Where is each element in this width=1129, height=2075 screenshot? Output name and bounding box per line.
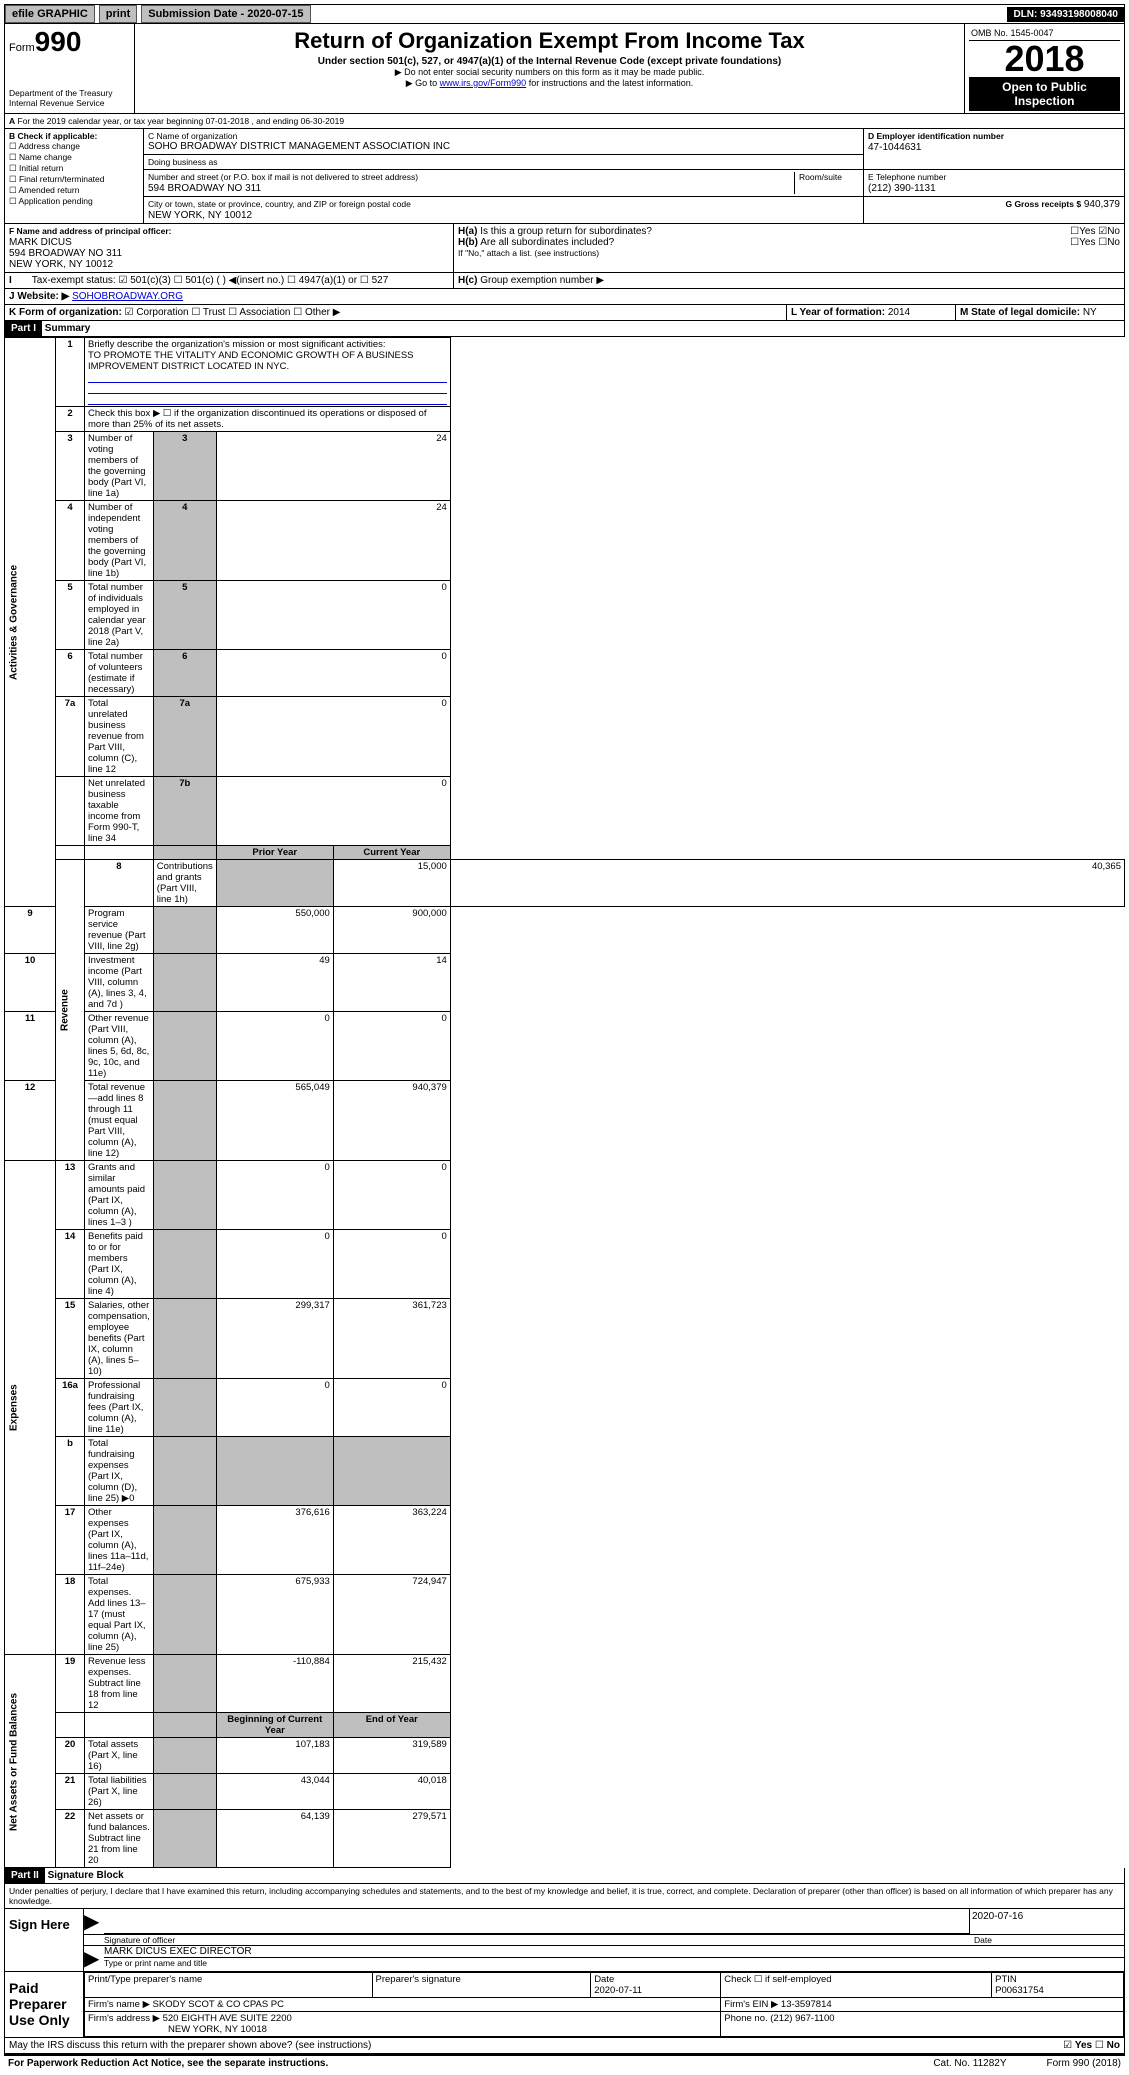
part1-title: Summary	[45, 323, 91, 334]
paid-block: Paid Preparer Use Only Print/Type prepar…	[4, 1972, 1125, 2038]
chk-amended[interactable]: ☐ Amended return	[9, 185, 79, 195]
part1-hdr: Part I Summary	[4, 321, 1125, 337]
C-city-lbl: City or town, state or province, country…	[148, 199, 411, 209]
dept: Department of the Treasury	[9, 88, 130, 98]
note1: ▶ Do not enter social security numbers o…	[139, 67, 960, 78]
C-addr-lbl: Number and street (or P.O. box if mail i…	[148, 172, 418, 182]
sign-block: Sign Here ▶2020-07-16 Signature of offic…	[4, 1909, 1125, 1972]
Hc: H(c)	[458, 275, 477, 286]
A-txt2: , and ending 06-30-2019	[251, 116, 344, 126]
B-hdr: B Check if applicable:	[9, 131, 97, 141]
M-val: NY	[1083, 307, 1097, 318]
C-city: NEW YORK, NY 10012	[148, 210, 252, 221]
L-val: 2014	[888, 307, 910, 318]
line-A: A For the 2019 calendar year, or tax yea…	[4, 114, 1125, 129]
G-val: 940,379	[1084, 199, 1120, 210]
sign-here: Sign Here	[5, 1909, 84, 1971]
cat: Cat. No. 11282Y	[933, 2058, 1006, 2069]
block-FH: F Name and address of principal officer:…	[4, 224, 1125, 273]
chk-pending[interactable]: ☐ Application pending	[9, 196, 93, 206]
line-J: J Website: ▶ SOHOBROADWAY.ORG	[4, 289, 1125, 305]
F-name: MARK DICUS	[9, 237, 72, 248]
discuss-row: May the IRS discuss this return with the…	[4, 2038, 1125, 2054]
pra: For Paperwork Reduction Act Notice, see …	[8, 2058, 933, 2069]
part2-title: Signature Block	[48, 1870, 124, 1881]
sig-lbl: Signature of officer	[104, 1935, 974, 1945]
subdate-btn: Submission Date - 2020-07-15	[141, 5, 310, 23]
website-link[interactable]: SOHOBROADWAY.ORG	[72, 291, 183, 302]
footer: For Paperwork Reduction Act Notice, see …	[4, 2054, 1125, 2071]
part2-lbl: Part II	[5, 1868, 45, 1883]
G-lbl: G Gross receipts $	[1005, 199, 1081, 209]
print-btn[interactable]: print	[99, 5, 137, 23]
l1-t: Briefly describe the organization's miss…	[88, 339, 386, 350]
efile-btn[interactable]: efile GRAPHIC	[5, 5, 95, 23]
tax-year: 2018	[969, 41, 1120, 77]
line-I: ITax-exempt status: ☑ 501(c)(3) ☐ 501(c)…	[4, 273, 1125, 289]
open: Open to Public	[1002, 80, 1087, 94]
Ha-txt: Is this a group return for subordinates?	[480, 226, 652, 237]
topbar: efile GRAPHIC print Submission Date - 20…	[4, 4, 1125, 24]
paid-lbl: Paid Preparer Use Only	[5, 1972, 84, 2037]
date-lbl: Date	[974, 1935, 1124, 1945]
Hb-note: If "No," attach a list. (see instruction…	[458, 248, 1120, 258]
Hc-txt: Group exemption number ▶	[480, 275, 604, 286]
M-lbl: M State of legal domicile:	[960, 307, 1080, 318]
Ha: H(a)	[458, 226, 477, 237]
E-val: (212) 390-1131	[868, 183, 936, 194]
F-lbl: F Name and address of principal officer:	[9, 226, 171, 236]
J-lbl: Website: ▶	[17, 291, 69, 302]
chk-namechange[interactable]: ☐ Name change	[9, 152, 72, 162]
form-num: 990	[35, 26, 82, 57]
form-header: Form990 Department of the Treasury Inter…	[4, 24, 1125, 114]
I-lbl: Tax-exempt status:	[32, 275, 116, 286]
rev-vert: Revenue	[56, 860, 85, 1161]
note2b: for instructions and the latest informat…	[529, 78, 694, 88]
line-KLM: K Form of organization: ☑ Corporation ☐ …	[4, 305, 1125, 321]
C-addr: 594 BROADWAY NO 311	[148, 183, 261, 194]
dln: DLN: 93493198008040	[1007, 7, 1124, 22]
E-lbl: E Telephone number	[868, 172, 946, 182]
form-link[interactable]: www.irs.gov/Form990	[440, 78, 527, 88]
inspect: Inspection	[1014, 94, 1074, 108]
exp-vert: Expenses	[5, 1161, 56, 1655]
part2-hdr: Part II Signature Block	[4, 1868, 1125, 1884]
l2: Check this box ▶ ☐ if the organization d…	[85, 407, 451, 432]
C-lbl: C Name of organization	[148, 131, 859, 141]
L-lbl: L Year of formation:	[791, 307, 885, 318]
D-val: 47-1044631	[868, 142, 921, 153]
Hb-txt: Are all subordinates included?	[480, 237, 614, 248]
chk-final[interactable]: ☐ Final return/terminated	[9, 174, 105, 184]
irs: Internal Revenue Service	[9, 98, 130, 108]
sign-date: 2020-07-16	[972, 1911, 1023, 1922]
sign-name: MARK DICUS EXEC DIRECTOR	[104, 1946, 1124, 1958]
perjury: Under penalties of perjury, I declare th…	[4, 1884, 1125, 1909]
sign-type: Type or print name and title	[104, 1958, 207, 1968]
net-vert: Net Assets or Fund Balances	[5, 1655, 56, 1868]
form-word: Form	[9, 42, 35, 54]
form-foot: Form 990 (2018)	[1047, 2058, 1121, 2069]
C-name: SOHO BROADWAY DISTRICT MANAGEMENT ASSOCI…	[148, 141, 859, 152]
summary-table: Activities & Governance 1Briefly describ…	[4, 337, 1125, 1868]
note2a: ▶ Go to	[406, 78, 437, 88]
part1-lbl: Part I	[5, 321, 42, 336]
A-txt: For the 2019 calendar year, or tax year …	[18, 116, 250, 126]
F-city: NEW YORK, NY 10012	[9, 259, 113, 270]
C-dba: Doing business as	[144, 155, 863, 170]
D-lbl: D Employer identification number	[868, 131, 1004, 141]
K-lbl: K Form of organization:	[9, 307, 122, 318]
subtitle: Under section 501(c), 527, or 4947(a)(1)…	[139, 56, 960, 67]
F-addr: 594 BROADWAY NO 311	[9, 248, 122, 259]
room: Room/suite	[794, 172, 859, 194]
block-BCDEFGH: B Check if applicable: ☐ Address change …	[4, 129, 1125, 224]
chk-addrchange[interactable]: ☐ Address change	[9, 141, 80, 151]
chk-initial[interactable]: ☐ Initial return	[9, 163, 63, 173]
form-title: Return of Organization Exempt From Incom…	[139, 28, 960, 54]
Hb: H(b)	[458, 237, 478, 248]
gov-vert: Activities & Governance	[5, 338, 56, 907]
l1-v: TO PROMOTE THE VITALITY AND ECONOMIC GRO…	[88, 350, 414, 372]
